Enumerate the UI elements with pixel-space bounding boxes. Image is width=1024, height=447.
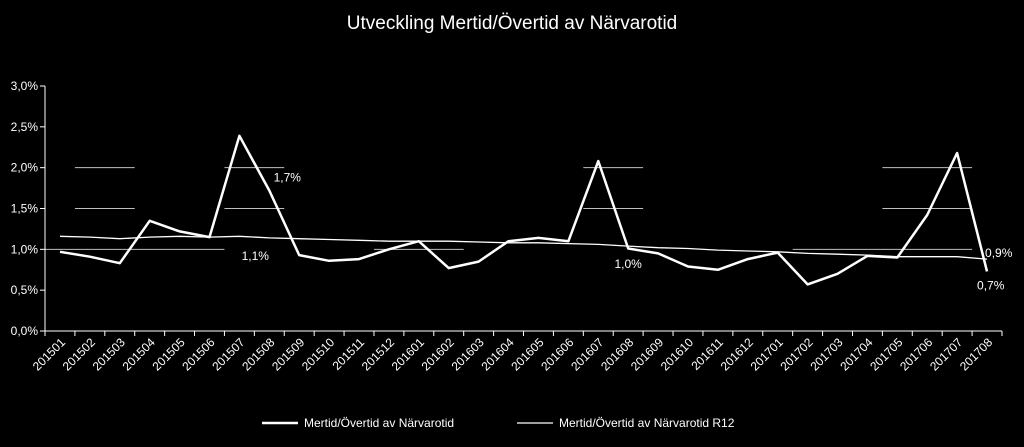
x-tick-label: 201610 xyxy=(658,335,696,373)
y-tick-label: 1,0% xyxy=(11,242,39,256)
legend-item-2: Mertid/Övertid av Närvarotid R12 xyxy=(517,416,735,430)
x-axis: 2015012015022015032015042015052015062015… xyxy=(30,330,1003,373)
data-label: 1,0% xyxy=(614,257,642,271)
y-tick-label: 2,0% xyxy=(11,161,39,175)
data-label: 1,1% xyxy=(242,249,270,263)
y-tick-label: 3,0% xyxy=(11,79,39,93)
y-tick-label: 1,5% xyxy=(11,202,39,216)
y-tick-label: 0,5% xyxy=(11,283,39,297)
x-tick-label: 201708 xyxy=(957,335,995,373)
legend-label: Mertid/Övertid av Närvarotid R12 xyxy=(559,416,735,430)
legend: Mertid/Övertid av Närvarotid Mertid/Övert… xyxy=(262,416,735,430)
data-label: 0,9% xyxy=(985,246,1013,260)
y-axis: 0,0% 0,5% 1,0% 1,5% 2,0% 2,5% 3,0% xyxy=(11,79,46,338)
data-label: 0,7% xyxy=(977,278,1005,292)
legend-item-1: Mertid/Övertid av Närvarotid xyxy=(262,416,454,430)
series-group xyxy=(59,134,989,286)
data-labels: 1,7% 1,1% 1,0% 0,9% 0,7% xyxy=(242,171,1013,293)
y-tick-label: 0,0% xyxy=(11,324,39,338)
data-label: 1,7% xyxy=(274,171,302,185)
legend-label: Mertid/Övertid av Närvarotid xyxy=(304,416,454,430)
y-tick-label: 2,5% xyxy=(11,120,39,134)
x-tick-label: 201510 xyxy=(299,335,337,373)
chart-gridlines xyxy=(45,167,973,250)
series-line-1 xyxy=(59,134,989,286)
series-line-2 xyxy=(59,235,988,260)
chart-title: Utveckling Mertid/Övertid av Närvarotid xyxy=(347,13,678,34)
